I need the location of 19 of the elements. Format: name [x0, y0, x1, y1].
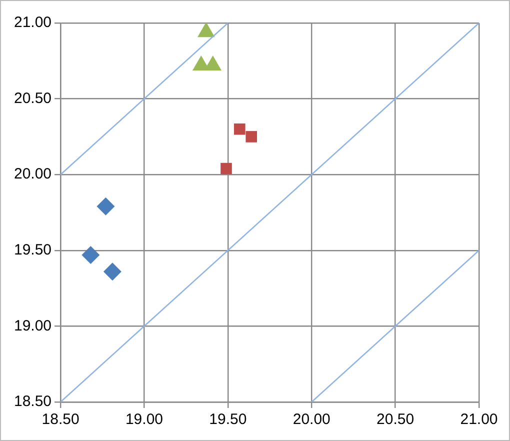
point: [246, 131, 258, 142]
y-tick-label: 20.00: [14, 166, 52, 183]
point: [220, 162, 232, 174]
x-tick-label: 19.50: [209, 411, 247, 428]
point: [198, 23, 215, 38]
y-tick-label: 20.50: [14, 90, 52, 107]
y-tick-label: 21.00: [14, 14, 52, 32]
x-tick-label: 20.50: [376, 411, 414, 428]
y-tick-label: 18.50: [14, 393, 52, 410]
y-tick-label: 19.50: [14, 242, 52, 259]
x-tick-label: 20.00: [292, 411, 330, 428]
x-tick-label: 19.00: [125, 411, 164, 428]
point: [234, 123, 246, 135]
x-tick-label: 18.50: [42, 411, 80, 428]
point: [96, 197, 115, 216]
point: [103, 262, 122, 281]
point: [82, 246, 100, 264]
x-tick-label: 21.00: [460, 411, 498, 428]
y-tick-label: 19.00: [14, 317, 52, 334]
